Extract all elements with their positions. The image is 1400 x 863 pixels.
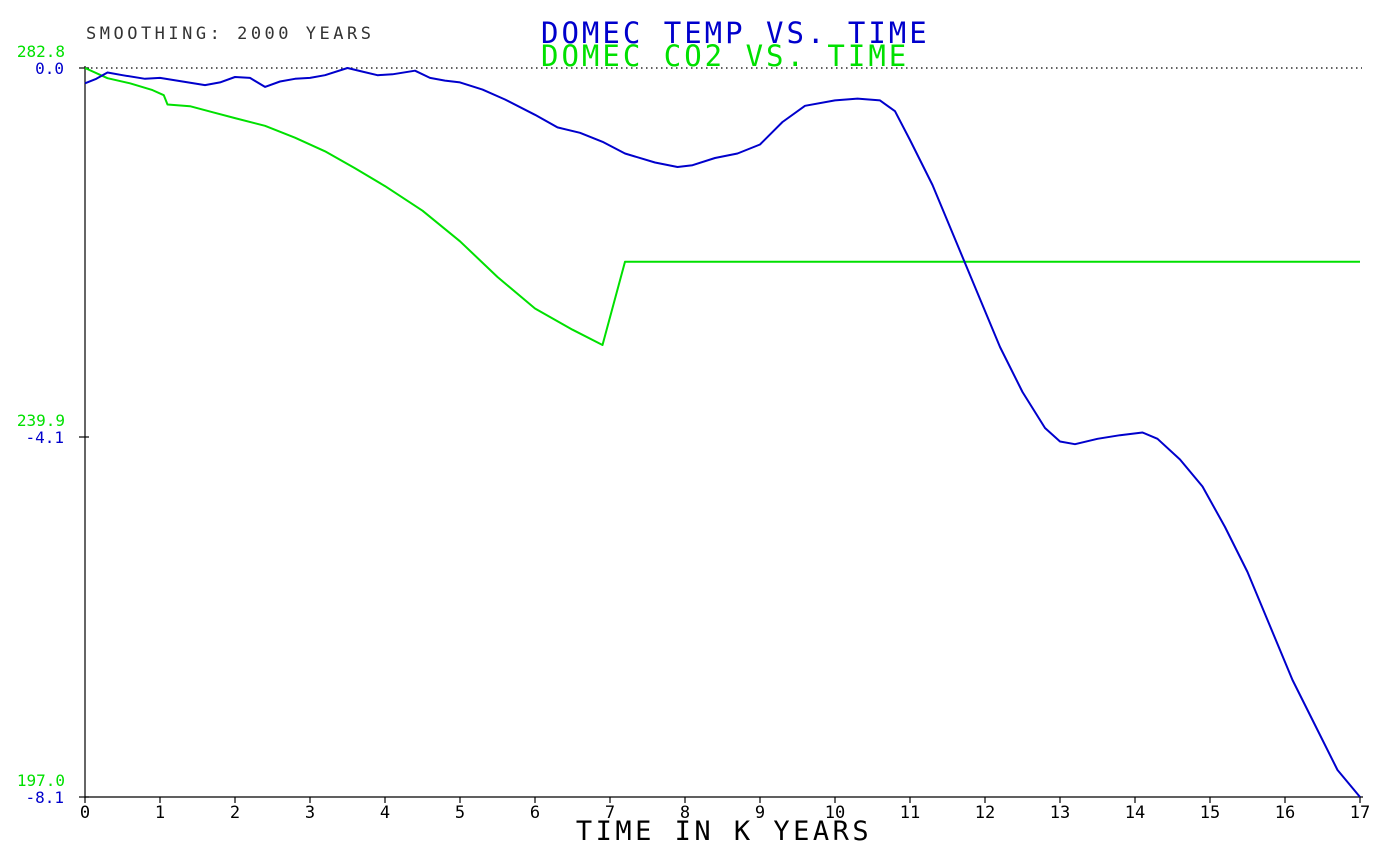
- x-tick-label: 11: [900, 803, 920, 823]
- x-tick-label: 5: [455, 803, 465, 823]
- x-tick-label: 1: [155, 803, 165, 823]
- x-tick-label: 7: [605, 803, 615, 823]
- co2-tick-label: 282.8: [17, 42, 65, 61]
- x-tick-label: 12: [975, 803, 995, 823]
- x-tick-label: 16: [1275, 803, 1295, 823]
- x-tick-label: 6: [530, 803, 540, 823]
- temp-series-line: [84, 67, 1361, 798]
- chart-title-co2: DOMEC CO2 VS. TIME: [541, 39, 909, 73]
- x-tick-label: 9: [755, 803, 765, 823]
- x-tick-label: 14: [1125, 803, 1145, 823]
- temp-tick-label: 0.0: [35, 59, 64, 78]
- x-tick-label: 10: [825, 803, 845, 823]
- smoothing-label: SMOOTHING: 2000 YEARS: [86, 24, 374, 44]
- x-tick-label: 2: [230, 803, 240, 823]
- x-tick-label: 13: [1050, 803, 1070, 823]
- x-axis-label: TIME IN K YEARS: [576, 816, 872, 847]
- chart-title-temp: DOMEC TEMP VS. TIME: [541, 16, 930, 50]
- temp-tick-label: -4.1: [25, 428, 64, 447]
- co2-tick-label: 239.9: [17, 411, 65, 430]
- x-tick-label: 3: [305, 803, 315, 823]
- co2-tick-label: 197.0: [17, 771, 65, 790]
- temp-tick-label: -8.1: [25, 788, 64, 807]
- series-layer: [84, 67, 1361, 798]
- x-tick-label: 15: [1200, 803, 1220, 823]
- x-axis-ticks: 0 1 2 3 4 5 6 7 8 9 10 11 12 13 14 15 16 17: [80, 797, 1370, 823]
- x-tick-label: 17: [1350, 803, 1370, 823]
- x-tick-label: 0: [80, 803, 90, 823]
- co2-series-line: [84, 67, 1360, 346]
- x-tick-label: 8: [680, 803, 690, 823]
- x-tick-label: 4: [380, 803, 390, 823]
